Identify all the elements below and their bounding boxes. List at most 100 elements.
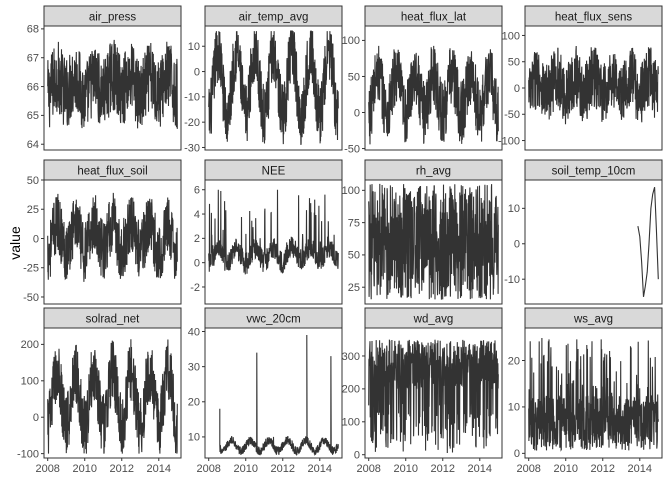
facet-strip-label: solrad_net [86,314,141,326]
y-tick-label: 2 [194,233,200,245]
x-tick-label: 2014 [468,463,492,475]
x-tick-label: 2012 [110,463,134,475]
facet-panel-soil-temp-10cm: soil_temp_10cm -10 0 10 [504,159,663,305]
y-tick-label: 50 [348,71,360,83]
y-tick-label: 4 [194,209,200,221]
y-tick-label: 100 [342,417,360,429]
facet-strip-label: heat_flux_sens [555,12,633,24]
facet-panel-wd-avg: wd_avg 0 100 200 300 2008 2010 2012 2014 [342,307,503,475]
y-tick-label: 20 [508,355,520,367]
y-tick-label: -50 [504,109,520,121]
facet-strip-label: NEE [262,166,286,178]
x-tick-label: 2012 [271,463,295,475]
facet-strip-label: heat_flux_lat [401,12,467,24]
y-tick-label: 25 [348,282,360,294]
facet-plot-area [524,179,663,305]
facet-strip-label: rh_avg [416,166,451,178]
y-tick-label: 68 [27,24,39,36]
y-tick-label: 0 [194,257,200,269]
facet-strip-label: ws_avg [573,314,613,326]
y-tick-label: 50 [508,57,520,69]
facet-panel-nee: NEE -2 0 2 4 6 [190,159,343,305]
y-tick-label: -10 [504,274,520,286]
series-line-solrad-net [47,339,178,454]
x-tick-label: 2008 [516,463,540,475]
facet-strip-label: air_temp_avg [239,12,309,24]
y-tick-label: 25 [27,204,39,216]
x-tick-label: 2014 [628,463,652,475]
y-tick-label: -100 [17,448,39,460]
y-tick-label: -10 [184,92,200,104]
y-axis-title: value [7,226,23,260]
facet-panel-heat-flux-soil: heat_flux_soil -50 -25 0 25 50 [23,159,182,305]
x-tick-label: 2014 [147,463,171,475]
y-tick-label: 66 [27,81,39,93]
facet-panel-air-temp-avg: air_temp_avg -30 -20 -10 0 10 [184,5,343,154]
y-tick-label: 10 [188,41,200,53]
facet-strip-label: soil_temp_10cm [552,166,636,178]
facet-panels: air_press6465666768air_temp_avg-30-20-10… [17,5,663,475]
y-tick-label: 10 [188,432,200,444]
y-tick-label: 65 [27,110,39,122]
x-tick-label: 2010 [233,463,257,475]
x-tick-label: 2010 [553,463,577,475]
y-tick-label: 100 [342,35,360,47]
facet-strip-label: heat_flux_soil [77,166,147,178]
y-tick-label: 0 [514,239,520,251]
y-tick-label: 64 [27,139,39,151]
y-tick-label: -2 [190,282,200,294]
y-tick-label: 10 [508,402,520,414]
y-tick-label: -30 [184,142,200,154]
series-line-wd-avg [368,339,499,454]
y-tick-label: 0 [354,450,360,462]
facet-panel-air-press: air_press 64 65 66 67 68 [27,5,182,151]
facet-panel-heat-flux-lat: heat_flux_lat -50 0 50 100 [342,5,503,155]
series-line-heat-flux-soil [47,192,178,282]
y-tick-label: 40 [188,326,200,338]
y-tick-label: 0 [514,448,520,460]
series-line-vwc-20cm [219,334,339,457]
series-line-heat-flux-sens [528,45,659,125]
x-tick-label: 2010 [72,463,96,475]
y-tick-label: 67 [27,53,39,65]
facet-panel-vwc-20cm: vwc_20cm 10 20 30 40 2008 2010 2012 2014 [188,307,343,475]
y-tick-label: -25 [23,263,39,275]
x-tick-label: 2012 [591,463,615,475]
y-tick-label: -50 [344,143,360,155]
y-tick-label: 0 [33,233,39,245]
y-tick-label: 200 [21,339,39,351]
facet-strip-label: wd_avg [413,314,454,326]
y-tick-label: 50 [27,175,39,187]
facet-panel-rh-avg: rh_avg 25 50 75 100 [342,159,503,305]
y-tick-label: 100 [342,185,360,197]
y-tick-label: 200 [342,384,360,396]
y-tick-label: -20 [184,117,200,129]
y-tick-label: -100 [498,135,520,147]
y-tick-label: 0 [354,107,360,119]
series-line-heat-flux-lat [368,45,499,145]
x-tick-label: 2008 [35,463,59,475]
x-tick-label: 2008 [356,463,380,475]
y-tick-label: 300 [342,351,360,363]
y-tick-label: 0 [194,66,200,78]
x-tick-label: 2008 [196,463,220,475]
facet-strip-label: vwc_20cm [246,314,300,326]
y-tick-label: 0 [33,412,39,424]
y-tick-label: 30 [188,361,200,373]
facet-plot-area [204,327,343,459]
series-line-soil-temp-10cm [637,186,659,297]
facet-panel-solrad-net: solrad_net -100 0 100 200 2008 2010 2012 2014 [17,307,182,475]
series-line-air-press [47,39,178,129]
series-line-rh-avg [368,183,499,300]
y-tick-label: 75 [348,217,360,229]
y-tick-label: 20 [188,397,200,409]
y-tick-label: 6 [194,185,200,197]
facet-panel-ws-avg: ws_avg 0 10 20 2008 2010 2012 2014 [508,307,663,475]
facet-strip-label: air_press [89,12,137,24]
x-tick-label: 2014 [308,463,332,475]
series-line-air-temp-avg [208,30,339,145]
y-tick-label: -50 [23,292,39,304]
facet-panel-heat-flux-sens: heat_flux_sens -100 -50 0 50 100 [498,5,663,151]
x-tick-label: 2010 [393,463,417,475]
